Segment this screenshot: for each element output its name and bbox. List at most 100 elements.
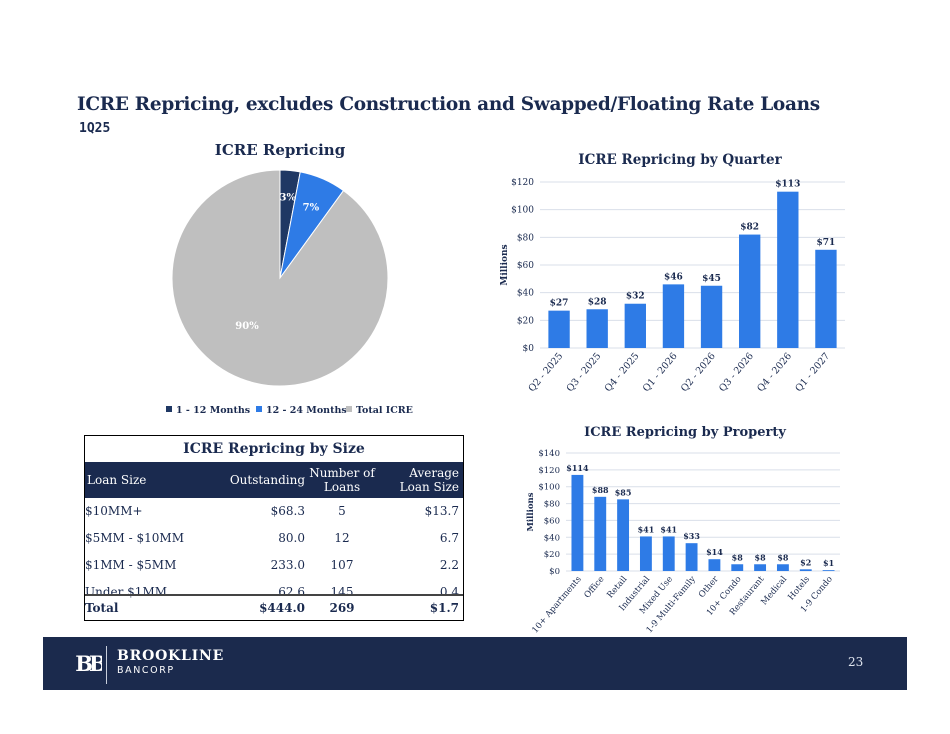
- y-tick-label: $100: [511, 206, 534, 216]
- bar: [777, 191, 799, 348]
- logo-divider: [106, 646, 107, 684]
- logo-name: BROOKLINE: [117, 648, 225, 664]
- table-row: $5MM - $10MM 80.0 12 6.7: [85, 525, 463, 552]
- size-table-title: ICRE Repricing by Size: [183, 441, 365, 457]
- bar: [815, 249, 837, 348]
- total-outstanding: $444.0: [259, 601, 305, 615]
- header-loan-size: Loan Size: [87, 473, 147, 487]
- bar-value-label: $45: [702, 274, 721, 284]
- bar: [731, 564, 744, 571]
- bar: [624, 303, 646, 348]
- cell-loan-size: $1MM - $5MM: [85, 558, 177, 572]
- cell-number-of-loans: 107: [330, 558, 354, 572]
- bar-value-label: $41: [638, 524, 655, 534]
- bar: [685, 543, 698, 571]
- footer-bar: [43, 637, 907, 690]
- legend-swatch: [256, 406, 262, 412]
- bar: [662, 284, 685, 348]
- bar: [639, 536, 652, 571]
- cell-outstanding: 80.0: [278, 531, 305, 545]
- pie-value-label: 7%: [303, 203, 320, 214]
- bar-value-label: $8: [777, 552, 789, 562]
- legend-label: 12 - 24 Months: [266, 405, 347, 416]
- cell-average-loan-size: 2.2: [439, 558, 459, 572]
- bar-value-label: $27: [550, 299, 569, 309]
- total-number-of-loans: 269: [329, 601, 355, 615]
- period-label: 1Q25: [79, 121, 111, 136]
- bar-value-label: $14: [706, 547, 723, 557]
- bar: [594, 496, 607, 571]
- cell-loan-size: $10MM+: [85, 504, 143, 518]
- total-average-loan-size: $1.7: [429, 601, 459, 615]
- property-chart-title: ICRE Repricing by Property: [584, 425, 786, 440]
- logo-subtitle: BANCORP: [117, 665, 175, 676]
- y-tick-label: $140: [538, 449, 560, 459]
- cell-number-of-loans: 5: [338, 504, 346, 518]
- page-title: ICRE Repricing, excludes Construction an…: [77, 94, 820, 115]
- y-tick-label: $0: [523, 344, 535, 354]
- cell-number-of-loans: 12: [334, 531, 350, 545]
- bar-value-label: $33: [683, 531, 700, 541]
- property-bar-chart: ICRE Repricing by Property Millions $0 $2…: [526, 425, 840, 635]
- x-tick-label: Office: [582, 575, 606, 601]
- bar-value-label: $8: [755, 552, 767, 562]
- y-tick-label: $80: [517, 233, 534, 243]
- x-tick-label: Q3 - 2025: [565, 351, 604, 394]
- bar-value-label: $1: [823, 558, 834, 568]
- legend-swatch: [166, 406, 172, 412]
- y-tick-label: $40: [517, 289, 534, 299]
- cell-average-loan-size: $13.7: [424, 504, 459, 518]
- y-tick-label: $120: [538, 466, 560, 476]
- y-tick-label: $20: [544, 550, 560, 560]
- header-outstanding: Outstanding: [229, 473, 305, 487]
- bar: [708, 559, 721, 571]
- y-tick-label: $20: [517, 316, 534, 326]
- y-tick-label: $80: [544, 500, 560, 510]
- pie-chart: ICRE Repricing 3% 7% 90% 1 - 12 Months 12 -…: [166, 141, 413, 416]
- bar-value-label: $82: [740, 223, 759, 233]
- header-average-loan-size: Average Loan Size: [399, 466, 459, 494]
- x-tick-label: Q4 - 2025: [603, 351, 642, 394]
- pie-title: ICRE Repricing: [215, 141, 346, 159]
- bar: [754, 564, 767, 571]
- x-tick-label: 10+ Apartments: [530, 575, 583, 635]
- page-number: 23: [848, 655, 864, 669]
- bar: [617, 499, 630, 571]
- y-tick-label: $60: [544, 516, 560, 526]
- bar: [822, 570, 835, 571]
- bar: [548, 310, 570, 348]
- total-label: Total: [85, 601, 119, 615]
- table-total-row: Total $444.0 269 $1.7: [85, 594, 463, 622]
- pie-value-label: 3%: [279, 192, 296, 203]
- size-table: ICRE Repricing by Size Loan Size Outstan…: [84, 435, 464, 621]
- x-tick-label: Q1 - 2027: [793, 351, 832, 394]
- table-row: $10MM+ $68.3 5 $13.7: [85, 498, 463, 525]
- table-row: $1MM - $5MM 233.0 107 2.2: [85, 552, 463, 579]
- property-y-axis-label: Millions: [526, 492, 536, 531]
- x-tick-label: Q3 - 2026: [717, 351, 756, 394]
- bar-value-label: $113: [775, 180, 800, 190]
- bar: [586, 309, 608, 348]
- pie-slice: [171, 169, 389, 387]
- svg-text:BB: BB: [76, 651, 102, 676]
- y-tick-label: $100: [538, 483, 560, 493]
- legend-swatch: [346, 406, 352, 412]
- y-tick-label: $120: [511, 178, 534, 188]
- y-tick-label: $60: [517, 261, 534, 271]
- bar: [776, 564, 789, 571]
- x-tick-label: Q4 - 2026: [755, 351, 794, 394]
- bar-value-label: $32: [626, 292, 645, 302]
- y-tick-label: $40: [544, 533, 560, 543]
- quarter-chart-title: ICRE Repricing by Quarter: [578, 152, 782, 168]
- bar-value-label: $88: [592, 485, 609, 495]
- legend-label: Total ICRE: [356, 405, 413, 416]
- bar-value-label: $2: [800, 557, 811, 567]
- header-number-of-loans: Number of Loans: [309, 466, 375, 494]
- bar-value-label: $41: [660, 524, 677, 534]
- bar-value-label: $28: [588, 297, 607, 307]
- bar-value-label: $114: [566, 463, 589, 473]
- bar: [700, 285, 723, 348]
- x-tick-label: Q1 - 2026: [641, 351, 680, 394]
- bar-value-label: $8: [732, 552, 744, 562]
- pie-value-label: 90%: [235, 321, 259, 332]
